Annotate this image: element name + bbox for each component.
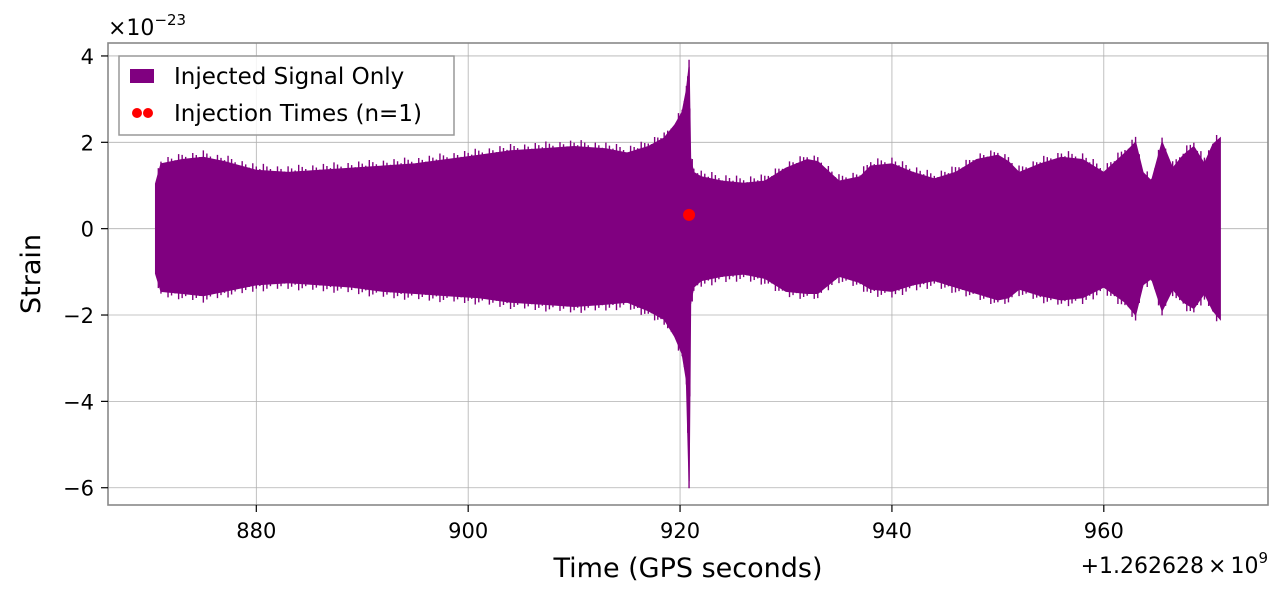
legend-label-signal: Injected Signal Only [174,64,404,90]
legend: Injected Signal Only Injection Times (n=… [118,55,455,136]
x-tick-label: 920 [660,519,700,543]
y-axis-multiplier: ×10−23 [108,11,186,41]
series-injection-times [683,208,696,221]
x-offset-exp: 9 [1258,549,1268,567]
x-offset-base: 10 [1230,554,1258,579]
injection-point [683,208,696,221]
legend-marker-injection [132,108,142,118]
y-multiplier-exp: −23 [154,11,186,29]
y-tick-label: 0 [81,218,94,242]
legend-swatch-signal [130,69,154,83]
x-tick-label: 900 [448,519,488,543]
y-tick-label: 4 [81,45,94,69]
y-tick-label: 2 [81,131,94,155]
y-axis-ticks: 4 2 0 −2 −4 −6 [63,45,108,501]
plot-frame [107,42,1269,506]
x-offset-times: × [1208,554,1226,579]
x-tick-label: 940 [872,519,912,543]
y-tick-label: −6 [63,477,94,501]
y-tick-label: −4 [63,390,94,414]
x-axis-ticks: 880 900 920 940 960 [236,505,1124,543]
x-tick-label: 880 [236,519,276,543]
x-axis-offset: +1.262628 × 109 [1081,549,1268,579]
y-axis-label: Strain [16,234,47,314]
legend-marker-injection [143,108,153,118]
y-multiplier-base: ×10 [108,16,154,41]
legend-box [118,55,455,136]
x-offset-value: +1.262628 [1081,554,1204,579]
x-tick-label: 960 [1084,519,1124,543]
x-axis-label: Time (GPS seconds) [552,553,822,584]
series-injected-signal [154,59,1221,489]
legend-label-injection: Injection Times (n=1) [174,101,422,127]
y-tick-label: −2 [63,304,94,328]
